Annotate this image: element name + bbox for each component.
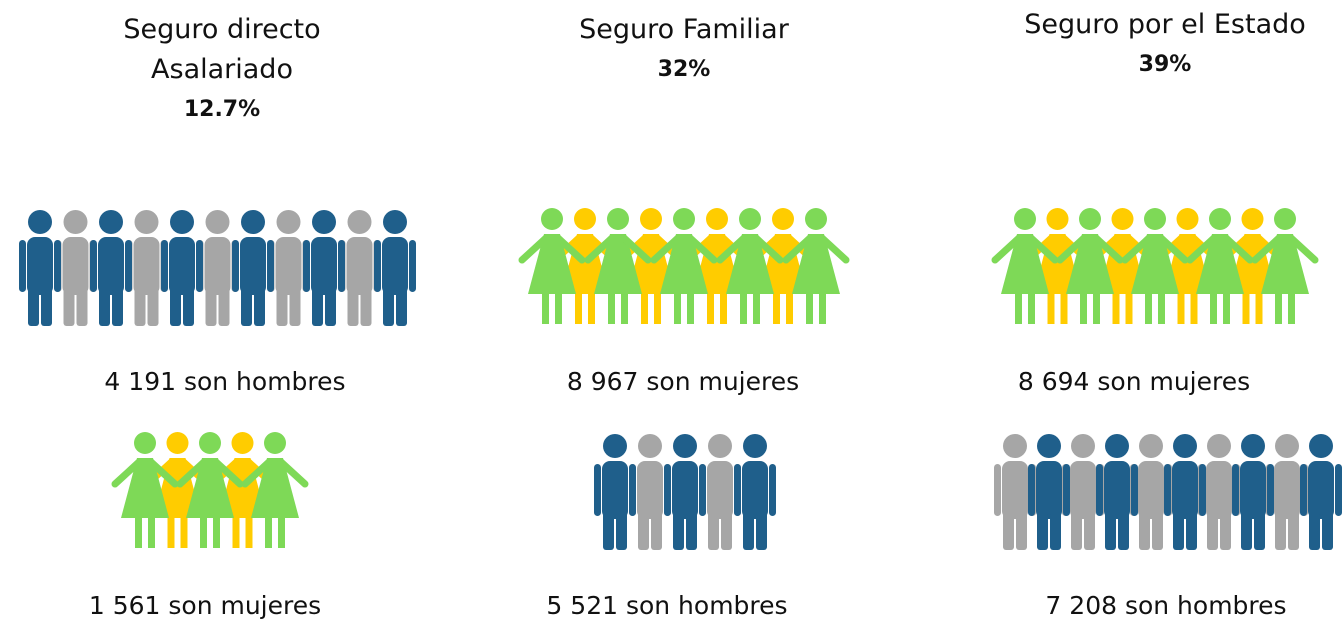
woman-icon — [650, 208, 718, 324]
woman-icon — [111, 432, 179, 548]
man-icon — [1028, 434, 1070, 550]
man-icon — [734, 434, 776, 550]
man-icon — [374, 210, 416, 326]
man-icon — [19, 210, 61, 326]
title: Seguro Familiar — [579, 14, 789, 45]
woman-icon — [1121, 208, 1189, 324]
man-icon — [594, 434, 636, 550]
woman-icon — [1186, 208, 1254, 324]
man-icon — [664, 434, 706, 550]
man-icon — [90, 210, 132, 326]
man-icon — [1232, 434, 1274, 550]
label: 4 191 son hombres — [104, 367, 346, 396]
man-icon — [629, 434, 671, 550]
woman-icon — [584, 208, 652, 324]
man-icon — [1096, 434, 1138, 550]
percent: 32% — [657, 57, 711, 82]
man-icon — [1164, 434, 1206, 550]
man-icon — [161, 210, 203, 326]
label: 7 208 son hombres — [1045, 591, 1287, 620]
title: Seguro directo Asalariado — [123, 14, 321, 85]
woman-icon — [1251, 208, 1319, 324]
label: 5 521 son hombres — [546, 591, 788, 620]
woman-icon — [176, 432, 244, 548]
percent: 39% — [1138, 52, 1192, 77]
percent: 12.7% — [183, 97, 261, 122]
label: 8 694 son mujeres — [1017, 367, 1251, 396]
woman-icon — [782, 208, 850, 324]
title: Seguro por el Estado — [1024, 9, 1306, 40]
label: 1 561 son mujeres — [88, 591, 322, 620]
woman-icon — [716, 208, 784, 324]
label: 8 967 son mujeres — [566, 367, 800, 396]
woman-icon — [241, 432, 309, 548]
man-icon — [303, 210, 345, 326]
woman-icon — [518, 208, 586, 324]
man-icon — [1300, 434, 1342, 550]
woman-icon — [991, 208, 1059, 324]
woman-icon — [1056, 208, 1124, 324]
man-icon — [232, 210, 274, 326]
